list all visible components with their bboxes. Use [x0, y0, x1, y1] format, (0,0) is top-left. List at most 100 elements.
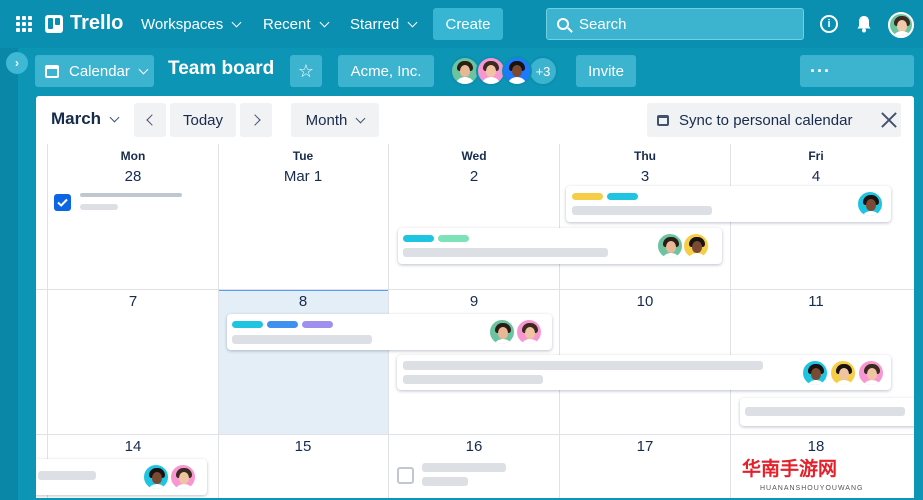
calendar-card[interactable] [227, 314, 552, 350]
card-placeholder-line [403, 375, 543, 384]
day-number[interactable]: 4 [811, 168, 821, 185]
sync-label: Sync to personal calendar [679, 111, 853, 129]
calendar-card[interactable] [566, 186, 891, 222]
watermark-text: 公众号 · 程序那些事儿 [597, 455, 766, 474]
user-avatar[interactable] [888, 12, 914, 38]
workspaces-label: Workspaces [141, 15, 224, 33]
member-avatar[interactable] [502, 56, 532, 86]
member-avatar [515, 318, 543, 346]
chevron-down-icon [407, 17, 418, 27]
card-label [302, 321, 333, 328]
starred-menu[interactable]: Starred [350, 12, 418, 36]
day-number[interactable]: 10 [636, 293, 654, 310]
member-avatar [488, 318, 516, 346]
board-title[interactable]: Team board [168, 58, 275, 79]
calendar-card[interactable] [36, 459, 207, 495]
day-number[interactable]: 7 [128, 293, 138, 310]
day-number[interactable]: 3 [640, 168, 650, 185]
sidebar-strip [0, 48, 18, 500]
calendar-icon [657, 114, 669, 126]
weekday-header: Thu [634, 149, 656, 163]
card-placeholder-line [232, 335, 372, 344]
card-label [232, 321, 263, 328]
trello-logo[interactable]: Trello [45, 12, 123, 35]
day-number[interactable]: 28 [124, 168, 142, 185]
today-button[interactable]: Today [170, 103, 236, 137]
view-mode-label: Month [305, 111, 348, 129]
chevron-down-icon [319, 17, 329, 27]
logo-text: Trello [70, 12, 124, 34]
view-label: Calendar [69, 62, 130, 80]
check-icon [57, 198, 68, 207]
chevron-down-icon [355, 113, 366, 123]
day-number[interactable]: 16 [465, 438, 483, 455]
top-navigation: Trello Workspaces Recent Starred Create … [0, 0, 923, 48]
chevron-left-icon [145, 114, 158, 126]
more-options-icon[interactable]: ··· [800, 55, 914, 87]
card-label [607, 193, 638, 200]
day-number[interactable]: 18 [807, 438, 825, 455]
member-avatar [829, 359, 857, 387]
close-icon[interactable] [879, 110, 899, 130]
card-placeholder-line [422, 463, 506, 472]
bell-icon[interactable] [856, 15, 872, 33]
day-number[interactable]: 15 [294, 438, 312, 455]
day-number[interactable]: Mar 1 [283, 168, 323, 185]
board-members[interactable]: +3 [450, 56, 558, 86]
card-placeholder-line [80, 193, 182, 197]
card-placeholder-line [80, 204, 118, 210]
month-label: March [51, 109, 102, 128]
day-number[interactable]: 9 [469, 293, 479, 310]
member-avatar [801, 359, 829, 387]
create-button[interactable]: Create [433, 8, 503, 40]
workspaces-menu[interactable]: Workspaces [141, 12, 242, 36]
chevron-right-icon [248, 114, 261, 126]
starred-label: Starred [350, 15, 400, 33]
view-mode-selector[interactable]: Month [291, 103, 379, 137]
calendar-card[interactable] [398, 228, 722, 264]
app-switcher-icon[interactable] [16, 16, 32, 32]
card-placeholder-line [745, 407, 905, 416]
month-selector[interactable]: March [51, 109, 120, 129]
card-label [572, 193, 603, 200]
card-label [267, 321, 298, 328]
previous-button[interactable] [134, 103, 166, 137]
calendar-panel: March Today Month Sync to personal calen… [36, 96, 914, 498]
star-icon[interactable]: ☆ [290, 55, 322, 87]
member-avatar [682, 232, 710, 260]
member-avatar [856, 190, 884, 218]
workspace-button[interactable]: Acme, Inc. [338, 55, 434, 87]
view-switcher[interactable]: Calendar [35, 55, 154, 87]
weekday-header: Tue [292, 149, 314, 163]
card-placeholder-line [422, 477, 468, 486]
expand-sidebar-icon[interactable]: › [6, 52, 28, 74]
card-label [403, 235, 434, 242]
member-avatar [857, 359, 885, 387]
day-number[interactable]: 2 [469, 168, 479, 185]
member-avatar[interactable] [450, 56, 480, 86]
day-number[interactable]: 17 [636, 438, 654, 455]
day-number[interactable]: 11 [808, 293, 824, 310]
calendar-icon [45, 64, 59, 78]
member-overflow-count[interactable]: +3 [528, 56, 558, 86]
search-box[interactable] [546, 8, 804, 40]
checklist-checkbox[interactable] [54, 194, 71, 211]
member-avatar [656, 232, 684, 260]
calendar-card[interactable] [740, 398, 914, 426]
calendar-card[interactable] [397, 355, 891, 390]
today-cell[interactable] [218, 289, 388, 434]
calendar-grid: Mon Tue Wed Thu Fri 28 Mar 1 2 3 4 7 8 9… [36, 144, 914, 498]
next-button[interactable] [240, 103, 272, 137]
search-input[interactable] [579, 15, 779, 33]
recent-menu[interactable]: Recent [263, 12, 329, 36]
day-number[interactable]: 8 [298, 293, 308, 310]
card-placeholder-line [403, 361, 763, 370]
info-icon[interactable]: i [820, 15, 838, 33]
weekday-header: Wed [461, 149, 487, 163]
sync-calendar-button[interactable]: Sync to personal calendar [647, 103, 901, 137]
invite-button[interactable]: Invite [576, 55, 636, 87]
watermark-logo: 华南手游网 [742, 459, 838, 480]
chevron-down-icon [109, 112, 120, 122]
day-number[interactable]: 14 [124, 438, 142, 455]
checklist-checkbox[interactable] [397, 467, 414, 484]
